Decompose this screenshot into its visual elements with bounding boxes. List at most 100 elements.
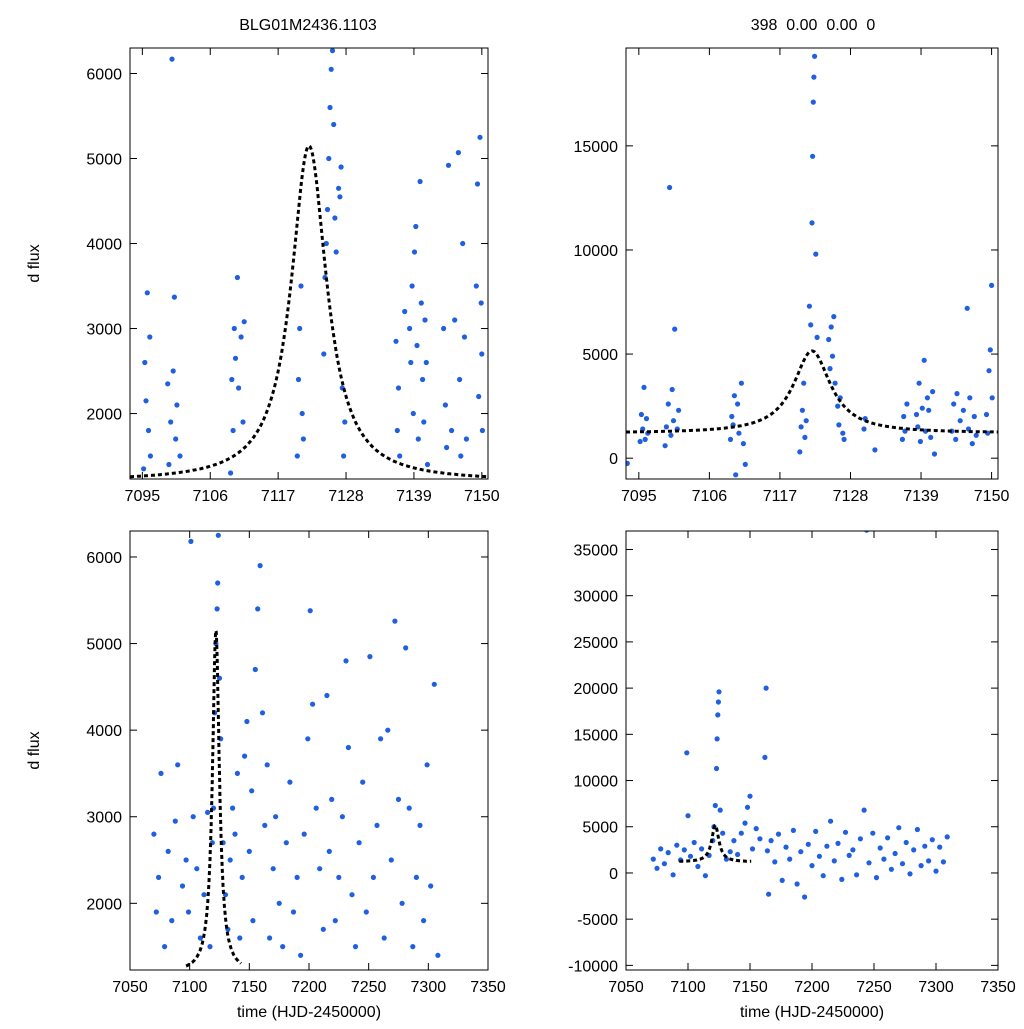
y-tick-label: 20000 <box>574 681 619 698</box>
data-point <box>141 466 147 472</box>
y-tick-label: 10000 <box>574 243 619 260</box>
data-point <box>809 220 815 226</box>
data-point <box>663 424 670 430</box>
data-point <box>287 779 293 785</box>
data-point <box>763 685 769 691</box>
x-tick-label: 7095 <box>621 488 657 505</box>
data-point <box>731 393 738 399</box>
data-point <box>727 849 733 855</box>
data-point <box>399 900 405 906</box>
y-axis-title: d flux <box>26 244 43 282</box>
data-point <box>411 249 418 255</box>
x-tick-label: 7150 <box>732 979 768 996</box>
data-point <box>417 178 423 185</box>
plot-frame <box>625 530 999 971</box>
data-point <box>298 952 304 958</box>
data-point <box>397 453 403 459</box>
y-tick-label: 30000 <box>574 589 619 606</box>
x-tick-label: 7139 <box>903 488 939 505</box>
x-tick-label: 7200 <box>291 979 327 996</box>
data-point <box>179 883 186 889</box>
data-point <box>244 718 250 725</box>
plot-frame <box>625 47 999 480</box>
data-point <box>336 185 342 191</box>
data-point <box>904 401 910 407</box>
data-point <box>290 909 297 915</box>
data-point <box>641 384 647 390</box>
x-tick-label: 7150 <box>464 488 500 505</box>
data-point <box>806 303 813 309</box>
data-point <box>814 334 820 340</box>
data-point <box>428 883 434 889</box>
data-point <box>329 48 336 54</box>
data-point <box>846 852 852 859</box>
data-point <box>421 918 427 924</box>
data-point <box>345 744 351 751</box>
data-point <box>232 831 238 837</box>
data-point <box>329 796 335 803</box>
data-point <box>249 788 255 794</box>
data-point <box>790 827 797 834</box>
data-point <box>987 347 993 353</box>
data-point <box>215 532 221 538</box>
data-point <box>153 909 159 915</box>
data-point <box>637 438 643 445</box>
data-point <box>731 838 737 844</box>
data-point <box>772 859 778 865</box>
data-point <box>742 461 748 467</box>
data-point <box>241 319 247 325</box>
data-point <box>385 727 391 733</box>
data-point <box>670 418 677 424</box>
data-point <box>477 134 483 140</box>
data-point <box>813 251 819 257</box>
data-point <box>147 453 153 459</box>
data-point <box>474 181 481 187</box>
data-point <box>753 826 759 832</box>
data-point <box>310 701 316 707</box>
data-point <box>257 563 263 569</box>
data-point <box>684 750 690 756</box>
data-point <box>699 846 705 852</box>
data-point <box>234 274 240 281</box>
data-point <box>169 918 175 924</box>
model-curve <box>130 143 488 479</box>
data-point <box>356 840 362 846</box>
data-point <box>332 918 338 924</box>
data-point <box>937 844 943 850</box>
data-point <box>922 428 929 434</box>
data-point <box>418 300 424 306</box>
data-point <box>190 814 196 820</box>
data-point <box>300 436 306 442</box>
data-point <box>250 918 256 924</box>
data-point <box>320 926 326 932</box>
data-point <box>414 342 420 349</box>
data-point <box>442 402 448 408</box>
data-point <box>230 427 236 434</box>
data-point <box>342 419 348 425</box>
data-point <box>332 215 338 221</box>
data-point <box>674 842 680 848</box>
y-tick-label: 2000 <box>86 407 122 424</box>
data-point <box>885 835 891 841</box>
data-point <box>395 385 402 391</box>
y-tick-label: 0 <box>609 451 618 468</box>
x-tick-label: 7250 <box>856 979 892 996</box>
data-point <box>685 813 691 819</box>
data-point <box>297 325 303 332</box>
data-point <box>237 935 243 941</box>
data-point <box>423 359 429 366</box>
data-point <box>295 376 302 383</box>
data-point <box>229 376 235 383</box>
y-tick-label: 5000 <box>86 637 122 654</box>
data-point <box>839 876 845 883</box>
data-point <box>850 847 856 853</box>
data-point <box>931 451 938 457</box>
data-point <box>324 206 331 213</box>
data-point <box>841 436 847 442</box>
data-point <box>913 411 920 418</box>
x-tick-label: 7139 <box>396 488 432 505</box>
data-point <box>479 351 485 357</box>
data-point <box>799 407 806 413</box>
data-point <box>441 325 447 332</box>
data-point <box>918 863 924 869</box>
